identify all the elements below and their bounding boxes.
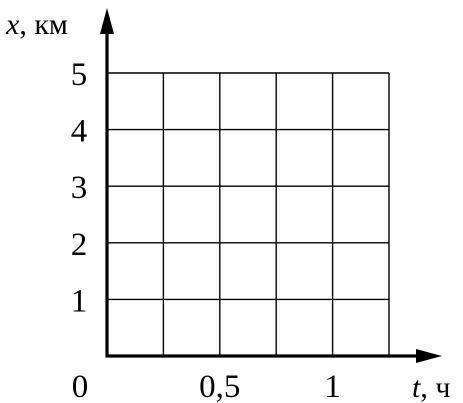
x-axis-variable: t [412,371,421,403]
y-tick-label: 3 [71,170,88,206]
y-tick-label: 5 [71,57,88,93]
tick-labels: 1 2 3 4 5 0 0,5 1 [71,57,341,403]
y-axis-variable: x [5,8,20,41]
y-tick-label: 1 [71,283,88,319]
y-tick-label: 2 [71,227,88,263]
x-axis-label: t, ч [412,371,450,403]
x-tick-label: 0,5 [199,369,240,403]
y-axis-label: x, км [5,8,68,41]
y-tick-label: 4 [71,114,88,150]
axes [100,8,442,363]
grid [107,72,390,356]
x-tick-label: 0 [72,369,89,403]
y-axis-unit: , км [19,8,68,41]
x-tick-label: 1 [324,369,341,403]
y-axis-arrow-icon [100,8,114,34]
x-axis-unit: , ч [420,371,450,403]
x-axis-arrow-icon [416,349,442,363]
